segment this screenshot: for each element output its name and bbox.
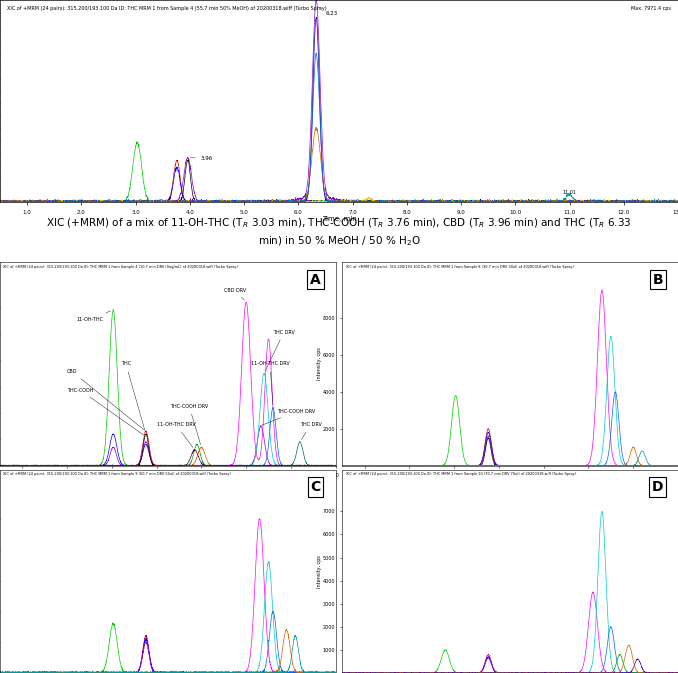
Text: XIC of +MRM (24 pairs): 315.200/193.100 Da ID: THC MRM 1 from Sample 8 (30.7 min: XIC of +MRM (24 pairs): 315.200/193.100 … (346, 264, 574, 269)
Y-axis label: Intensity, cps: Intensity, cps (317, 555, 321, 588)
Y-axis label: Intensity, cps: Intensity, cps (317, 348, 321, 380)
Text: XIC of +MRM (24 pairs): 315.200/193.100 Da ID: THC MRM 1 from Sample 10 (70.7 mi: XIC of +MRM (24 pairs): 315.200/193.100 … (346, 472, 576, 476)
Text: THC-COOH: THC-COOH (67, 388, 144, 435)
Text: XIC of +MRM (24 pairs): 315.200/193.100 Da ID: THC MRM 1 from Sample 4 (10.7 min: XIC of +MRM (24 pairs): 315.200/193.100 … (3, 264, 238, 269)
Text: Max. 7971.4 cps: Max. 7971.4 cps (631, 6, 671, 11)
Text: XIC of +MRM (24 pairs): 315.200/193.100 Da ID: THC MRM 1 from Sample 9 (50.7 min: XIC of +MRM (24 pairs): 315.200/193.100 … (3, 472, 231, 476)
Text: 11-OH-THC DRV: 11-OH-THC DRV (157, 422, 195, 448)
X-axis label: Time, min: Time, min (155, 479, 180, 484)
Text: THC DRV: THC DRV (265, 330, 295, 371)
Text: 11-OH-THC DRV: 11-OH-THC DRV (251, 361, 290, 405)
Text: XIC of +MRM (24 pairs): 315.200/193.100 Da ID: THC MRM 1 from Sample 4 (55.7 min: XIC of +MRM (24 pairs): 315.200/193.100 … (7, 6, 326, 11)
Text: 6.23: 6.23 (319, 7, 338, 15)
Text: XIC (+MRM) of a mix of 11-OH-THC (T$_R$ 3.03 min), THC-COOH (T$_R$ 3.76 min), CB: XIC (+MRM) of a mix of 11-OH-THC (T$_R$ … (46, 217, 632, 248)
Text: 3.96: 3.96 (191, 156, 213, 161)
Text: THC: THC (121, 361, 145, 431)
Text: D: D (652, 480, 664, 494)
Text: CBD: CBD (67, 369, 144, 429)
Text: 11.01: 11.01 (563, 190, 576, 195)
Text: A: A (310, 273, 321, 287)
Text: C: C (311, 480, 321, 494)
Text: B: B (652, 273, 663, 287)
Text: CBD DRV: CBD DRV (224, 287, 246, 300)
X-axis label: Time, min: Time, min (498, 479, 523, 484)
X-axis label: Time, min: Time, min (321, 216, 357, 222)
Text: THC DRV: THC DRV (300, 422, 322, 439)
Text: THC-COOH DRV: THC-COOH DRV (170, 404, 208, 445)
Text: 11-OH-THC: 11-OH-THC (76, 311, 111, 322)
Text: THC-COOH DRV: THC-COOH DRV (262, 409, 316, 425)
